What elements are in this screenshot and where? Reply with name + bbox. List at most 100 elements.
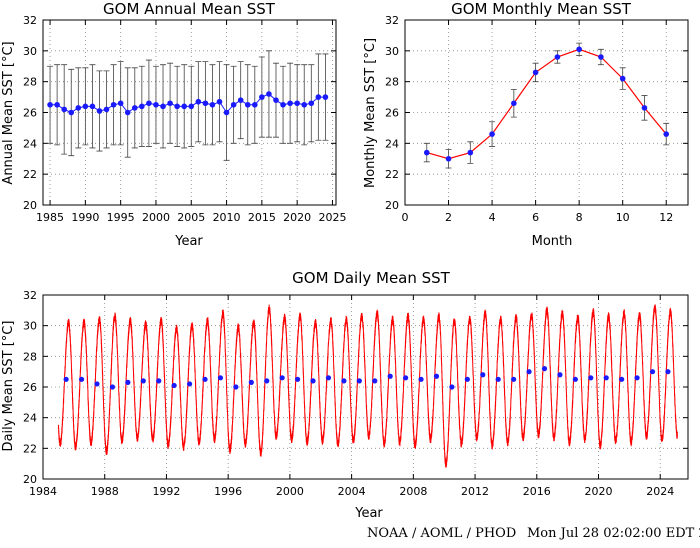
footer-credit: NOAA / AOML / PHOD xyxy=(367,526,517,541)
daily-annual-mean-point xyxy=(78,376,85,382)
x-tick-label: 0 xyxy=(402,211,409,224)
y-tick-label: 32 xyxy=(23,14,37,27)
daily-annual-mean-point xyxy=(526,369,532,375)
daily-annual-mean-point xyxy=(495,376,501,382)
daily-annual-mean-point xyxy=(572,376,578,382)
y-tick-label: 28 xyxy=(23,76,37,89)
monthly-chart-xlabel: Month xyxy=(532,234,573,249)
x-tick-label: 1995 xyxy=(107,211,135,224)
monthly-plot-frame xyxy=(404,19,689,206)
annual-point xyxy=(294,100,300,107)
x-tick-label: 2004 xyxy=(338,485,366,498)
monthly-point xyxy=(641,105,648,111)
y-tick-label: 28 xyxy=(23,350,37,363)
annual-point xyxy=(89,103,96,110)
daily-grid xyxy=(43,295,688,479)
daily-annual-mean-point xyxy=(171,382,177,389)
annual-point xyxy=(47,101,53,108)
daily-annual-mean-point xyxy=(63,376,69,382)
annual-point xyxy=(280,101,286,108)
x-tick-label: 2000 xyxy=(142,211,170,224)
annual-grid xyxy=(43,20,336,205)
monthly-point xyxy=(423,149,430,156)
annual-point xyxy=(259,94,265,100)
x-tick-label: 2010 xyxy=(213,211,241,224)
daily-annual-mean-point xyxy=(356,378,362,384)
daily-chart-ylabel: Daily Mean SST [°C] xyxy=(1,321,16,452)
monthly-point xyxy=(598,54,604,60)
y-tick-label: 20 xyxy=(385,199,399,212)
annual-marks xyxy=(47,50,329,161)
annual-chart-title: GOM Annual Mean SST xyxy=(103,0,276,18)
x-tick-label: 1985 xyxy=(36,211,64,224)
x-tick-label: 2000 xyxy=(276,485,304,498)
x-tick-label: 2020 xyxy=(585,485,613,498)
y-tick-label: 24 xyxy=(385,137,399,150)
daily-annual-mean-point xyxy=(449,384,455,390)
annual-series-line xyxy=(50,93,326,114)
annual-chart-ylabel: Annual Mean SST [°C] xyxy=(1,41,16,184)
annual-point xyxy=(103,106,110,113)
x-tick-label: 2024 xyxy=(646,485,674,498)
annual-point xyxy=(266,91,272,97)
monthly-chart-title: GOM Monthly Mean SST xyxy=(451,0,632,18)
x-tick-label: 6 xyxy=(532,211,539,224)
monthly-point xyxy=(576,46,582,53)
x-tick-label: 2025 xyxy=(318,211,346,224)
monthly-point xyxy=(554,54,561,60)
annual-point xyxy=(252,101,258,108)
annual-point xyxy=(237,97,244,103)
y-tick-label: 20 xyxy=(23,473,37,486)
y-tick-label: 32 xyxy=(385,14,399,27)
annual-point xyxy=(110,101,117,108)
y-tick-label: 30 xyxy=(23,320,37,333)
x-tick-label: 2008 xyxy=(399,485,427,498)
y-tick-label: 22 xyxy=(385,168,399,181)
daily-chart-xlabel: Year xyxy=(354,506,383,521)
daily-annual-mean-point xyxy=(634,375,640,381)
monthly-grid xyxy=(405,20,688,205)
annual-point xyxy=(54,101,60,108)
annual-point xyxy=(174,103,180,110)
daily-annual-mean-point xyxy=(603,375,609,381)
monthly-series-line xyxy=(426,48,667,160)
y-tick-label: 28 xyxy=(385,76,399,89)
monthly-point xyxy=(619,75,626,82)
y-tick-label: 24 xyxy=(23,412,37,425)
monthly-point xyxy=(663,131,670,137)
daily-annual-mean-point xyxy=(511,376,517,382)
annual-point xyxy=(308,100,315,107)
daily-annual-mean-point xyxy=(264,378,270,384)
monthly-point xyxy=(532,69,539,76)
y-tick-label: 22 xyxy=(23,168,37,181)
y-tick-label: 24 xyxy=(23,137,37,150)
monthly-point xyxy=(467,149,474,156)
daily-annual-mean-point xyxy=(202,376,208,382)
annual-point xyxy=(195,98,202,105)
daily-annual-mean-point xyxy=(557,372,563,378)
daily-annual-mean-point xyxy=(649,369,656,375)
daily-annual-mean-point xyxy=(217,375,224,381)
annual-point xyxy=(96,108,103,114)
x-tick-label: 2 xyxy=(445,211,452,224)
daily-annual-mean-point xyxy=(619,376,625,382)
annual-point xyxy=(153,101,159,108)
daily-annual-mean-point xyxy=(279,375,285,381)
annual-point xyxy=(244,101,251,108)
annual-plot-frame xyxy=(42,19,337,206)
monthly-point xyxy=(445,155,452,162)
daily-chart-title: GOM Daily Mean SST xyxy=(292,269,451,287)
daily-mean-chart: GOM Daily Mean SST Year Daily Mean SST [… xyxy=(1,269,689,521)
x-tick-label: 1996 xyxy=(214,485,242,498)
annual-point xyxy=(202,100,209,107)
annual-point xyxy=(209,101,216,108)
annual-point xyxy=(230,101,237,108)
daily-annual-mean-point xyxy=(418,376,424,382)
monthly-mean-chart: GOM Monthly Mean SST Month Monthly Mean … xyxy=(363,0,689,249)
annual-ticks: 20 22 24 26 28 30 32 1985 1990 1995 2000 2005 2010 20… xyxy=(23,14,346,224)
x-tick-label: 2020 xyxy=(283,211,311,224)
daily-annual-mean-point xyxy=(464,376,470,382)
x-tick-label: 1992 xyxy=(152,485,180,498)
daily-annual-mean-point xyxy=(372,378,378,384)
